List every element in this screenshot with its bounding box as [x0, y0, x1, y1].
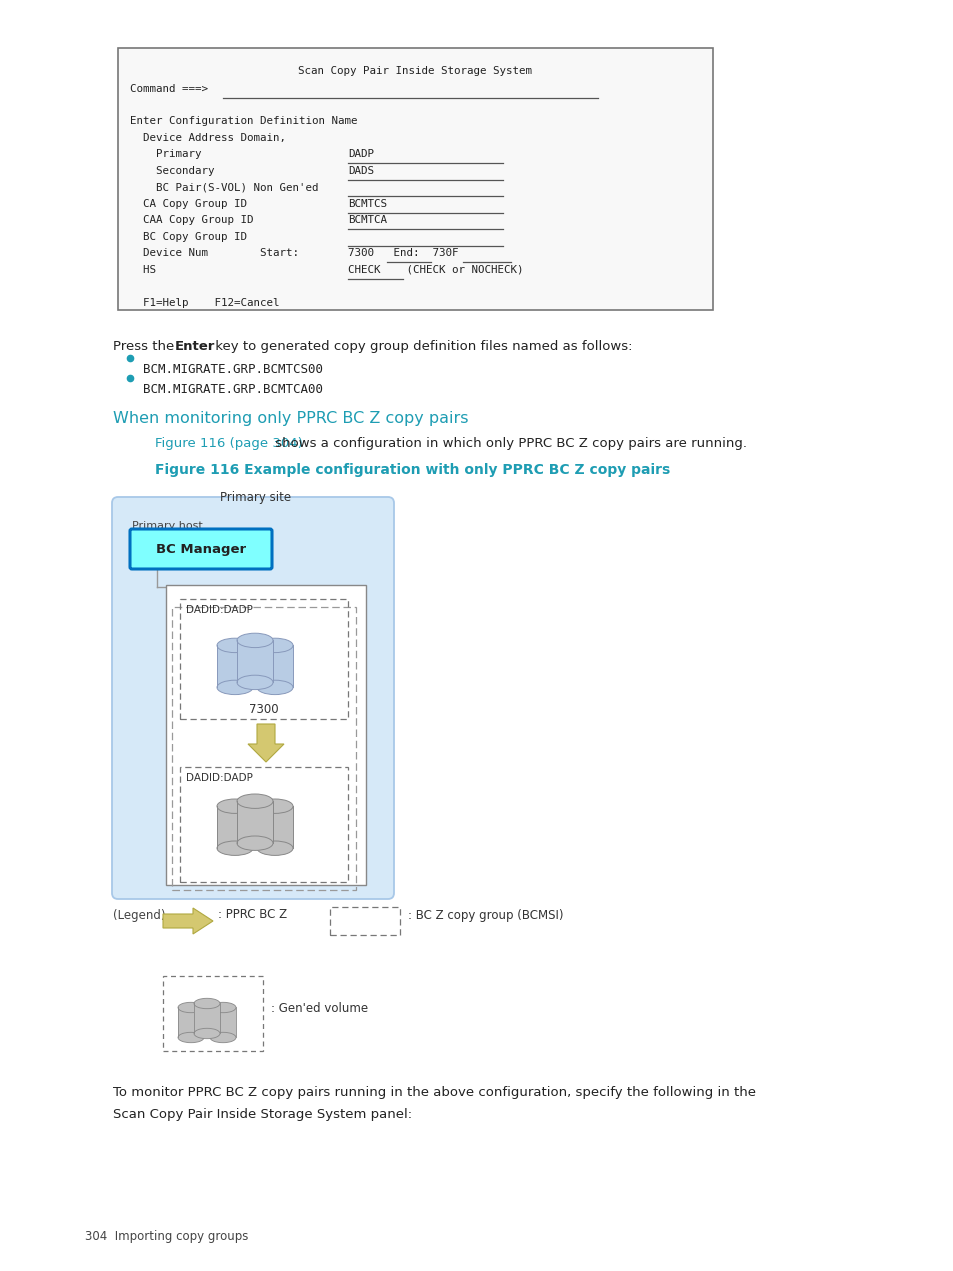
- Text: Primary: Primary: [130, 149, 201, 159]
- Ellipse shape: [216, 638, 253, 652]
- Ellipse shape: [236, 633, 273, 648]
- Text: Scan Copy Pair Inside Storage System: Scan Copy Pair Inside Storage System: [298, 66, 532, 76]
- Text: HS: HS: [130, 264, 156, 275]
- Text: key to generated copy group definition files named as follows:: key to generated copy group definition f…: [211, 341, 632, 353]
- Ellipse shape: [236, 836, 273, 850]
- Bar: [216, 806, 253, 848]
- Bar: [180, 766, 348, 882]
- Bar: [180, 599, 348, 719]
- Bar: [236, 801, 273, 843]
- Text: Command ===>: Command ===>: [130, 84, 208, 94]
- Text: CA Copy Group ID: CA Copy Group ID: [130, 198, 247, 208]
- FancyBboxPatch shape: [112, 497, 394, 899]
- Text: Device Num        Start:: Device Num Start:: [130, 248, 298, 258]
- Bar: [330, 907, 399, 935]
- Polygon shape: [248, 724, 284, 763]
- Bar: [256, 646, 293, 688]
- Polygon shape: [163, 907, 213, 934]
- Text: Figure 116 Example configuration with only PPRC BC Z copy pairs: Figure 116 Example configuration with on…: [154, 463, 670, 477]
- Text: BC Manager: BC Manager: [155, 543, 246, 555]
- Text: CHECK    (CHECK or NOCHECK): CHECK (CHECK or NOCHECK): [348, 264, 523, 275]
- Text: When monitoring only PPRC BC Z copy pairs: When monitoring only PPRC BC Z copy pair…: [112, 411, 468, 426]
- Text: DADID:DADP: DADID:DADP: [186, 605, 253, 615]
- Text: (Legend): (Legend): [112, 909, 165, 921]
- Text: shows a configuration in which only PPRC BC Z copy pairs are running.: shows a configuration in which only PPRC…: [271, 437, 746, 450]
- Text: BCM.MIGRATE.GRP.BCMTCS00: BCM.MIGRATE.GRP.BCMTCS00: [143, 364, 323, 376]
- Bar: [118, 48, 712, 310]
- Ellipse shape: [256, 638, 293, 652]
- Text: : PPRC BC Z: : PPRC BC Z: [218, 909, 287, 921]
- Ellipse shape: [236, 794, 273, 808]
- Text: Secondary: Secondary: [130, 165, 214, 175]
- Text: : BC Z copy group (BCMSI): : BC Z copy group (BCMSI): [408, 909, 563, 921]
- Ellipse shape: [216, 799, 253, 813]
- Text: BC Copy Group ID: BC Copy Group ID: [130, 231, 247, 241]
- Ellipse shape: [193, 1028, 220, 1038]
- Bar: [216, 646, 253, 688]
- Text: 7300   End:  730F: 7300 End: 730F: [348, 248, 458, 258]
- Text: CAA Copy Group ID: CAA Copy Group ID: [130, 215, 253, 225]
- Ellipse shape: [210, 1032, 235, 1042]
- Text: Scan Copy Pair Inside Storage System panel:: Scan Copy Pair Inside Storage System pan…: [112, 1108, 412, 1121]
- Ellipse shape: [178, 1003, 204, 1013]
- Bar: [256, 806, 293, 848]
- Text: DADS: DADS: [348, 165, 374, 175]
- Text: 7300: 7300: [249, 703, 278, 716]
- Text: BCMTCS: BCMTCS: [348, 198, 387, 208]
- FancyBboxPatch shape: [130, 529, 272, 569]
- Text: BC Pair(S-VOL) Non Gen'ed: BC Pair(S-VOL) Non Gen'ed: [130, 182, 318, 192]
- Text: BCM.MIGRATE.GRP.BCMTCA00: BCM.MIGRATE.GRP.BCMTCA00: [143, 383, 323, 397]
- Text: To monitor PPRC BC Z copy pairs running in the above configuration, specify the : To monitor PPRC BC Z copy pairs running …: [112, 1085, 755, 1099]
- Bar: [236, 641, 273, 683]
- Bar: [166, 585, 366, 885]
- Ellipse shape: [193, 998, 220, 1009]
- Text: BCMTCA: BCMTCA: [348, 215, 387, 225]
- Text: Press the: Press the: [112, 341, 178, 353]
- Text: Figure 116 (page 304): Figure 116 (page 304): [154, 437, 302, 450]
- Text: F1=Help    F12=Cancel: F1=Help F12=Cancel: [130, 297, 279, 308]
- Ellipse shape: [216, 680, 253, 694]
- Text: Primary site: Primary site: [220, 491, 291, 505]
- Ellipse shape: [256, 841, 293, 855]
- Text: DADID:DADP: DADID:DADP: [186, 773, 253, 783]
- Text: 304  Importing copy groups: 304 Importing copy groups: [85, 1230, 248, 1243]
- Bar: [178, 1008, 204, 1037]
- Text: : Gen'ed volume: : Gen'ed volume: [271, 1002, 368, 1016]
- Ellipse shape: [256, 799, 293, 813]
- Ellipse shape: [256, 680, 293, 694]
- Text: Device Address Domain,: Device Address Domain,: [130, 132, 286, 142]
- Text: Primary host: Primary host: [132, 521, 203, 531]
- Text: Enter: Enter: [174, 341, 215, 353]
- Bar: [172, 608, 355, 890]
- Ellipse shape: [216, 841, 253, 855]
- Ellipse shape: [210, 1003, 235, 1013]
- Ellipse shape: [236, 675, 273, 690]
- Text: DADP: DADP: [348, 149, 374, 159]
- Text: Enter Configuration Definition Name: Enter Configuration Definition Name: [130, 116, 357, 126]
- Ellipse shape: [178, 1032, 204, 1042]
- Bar: [193, 1004, 220, 1033]
- Bar: [210, 1008, 235, 1037]
- Bar: [163, 976, 263, 1051]
